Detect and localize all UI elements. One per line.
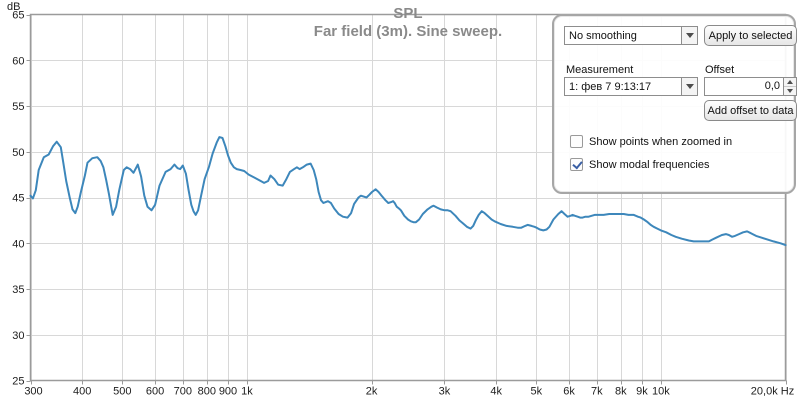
smoothing-dropdown[interactable]: No smoothing xyxy=(564,26,698,45)
x-tick-label: 600 xyxy=(146,386,164,398)
y-tick-label: 65 xyxy=(12,10,24,22)
show-modal-frequencies-checkbox[interactable] xyxy=(570,158,583,171)
y-tick-label: 50 xyxy=(12,147,24,159)
x-tick-label: 6k xyxy=(563,386,575,398)
y-tick-label: 60 xyxy=(12,55,24,67)
x-tick-label: 2k xyxy=(366,386,378,398)
smoothing-dropdown-value: No smoothing xyxy=(569,29,637,42)
x-tick-label: 300 xyxy=(24,386,42,398)
show-points-checkbox[interactable] xyxy=(570,135,583,148)
x-tick-label: 700 xyxy=(174,386,192,398)
x-tick-label: 500 xyxy=(113,386,131,398)
add-offset-to-data-button[interactable]: Add offset to data xyxy=(704,100,797,121)
x-tick-label: 4k xyxy=(490,386,502,398)
measurement-dropdown-arrow[interactable] xyxy=(681,78,697,95)
apply-to-selected-button[interactable]: Apply to selected xyxy=(704,25,797,46)
chevron-down-icon xyxy=(685,84,694,89)
spl-trace xyxy=(29,136,787,247)
x-tick-label: 1k xyxy=(241,386,253,398)
offset-value[interactable]: 0,0 xyxy=(764,80,780,92)
x-tick-label: 7k xyxy=(591,386,603,398)
measurement-dropdown-value: 1: фев 7 9:13:17 xyxy=(569,80,652,93)
y-tick-label: 40 xyxy=(12,238,24,250)
x-tick-label: 3k xyxy=(439,386,451,398)
x-tick-label: 9k xyxy=(636,386,648,398)
plot-border xyxy=(29,13,787,382)
y-tick-label: 55 xyxy=(12,101,24,113)
y-axis-unit-label: dB xyxy=(7,1,21,13)
x-tick-label: 5k xyxy=(530,386,542,398)
x-tick-label: 900 xyxy=(219,386,237,398)
y-tick-label: 25 xyxy=(12,376,24,388)
show-modal-frequencies-checkbox-row[interactable]: Show modal frequencies xyxy=(570,158,709,171)
y-tick-label: 30 xyxy=(12,330,24,342)
show-points-checkbox-row[interactable]: Show points when zoomed in xyxy=(570,135,732,148)
x-tick-label: 20,0k Hz xyxy=(751,386,794,398)
x-tick-label: 400 xyxy=(73,386,91,398)
spinner-up-button[interactable] xyxy=(784,78,796,87)
smoothing-dropdown-arrow[interactable] xyxy=(681,27,697,44)
offset-label: Offset xyxy=(705,64,735,76)
chevron-down-icon xyxy=(685,33,694,38)
x-tick-label: 10k xyxy=(652,386,670,398)
measurement-label: Measurement xyxy=(566,64,634,76)
y-tick-label: 45 xyxy=(12,193,24,205)
y-tick-label: 35 xyxy=(12,284,24,296)
show-modal-frequencies-checkbox-label: Show modal frequencies xyxy=(589,158,710,171)
x-tick-label: 800 xyxy=(198,386,216,398)
offset-spinner-buttons xyxy=(783,78,796,95)
spinner-down-button[interactable] xyxy=(784,87,796,95)
measurement-dropdown[interactable]: 1: фев 7 9:13:17 xyxy=(564,77,698,96)
arrow-down-icon xyxy=(787,89,793,93)
x-tick-label: 8k xyxy=(615,386,627,398)
arrow-up-icon xyxy=(787,80,793,84)
offset-spinner[interactable]: 0,0 xyxy=(704,77,797,96)
measurement-control-panel: No smoothing Apply to selected Measureme… xyxy=(552,14,797,194)
show-points-checkbox-label: Show points when zoomed in xyxy=(589,135,733,148)
